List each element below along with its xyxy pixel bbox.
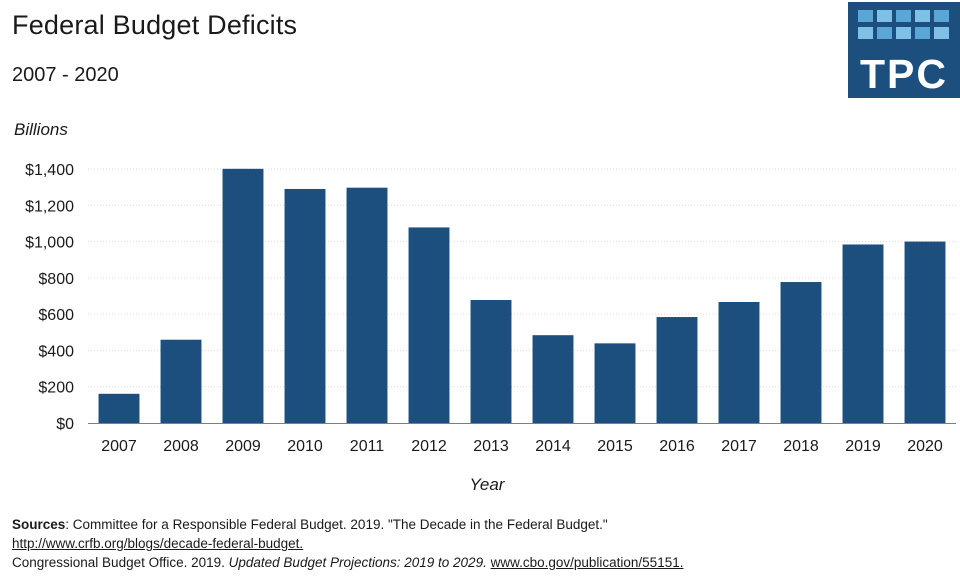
x-tick-label: 2012: [411, 438, 447, 455]
logo-tile: [896, 27, 911, 39]
sources-cbo-text: Congressional Budget Office. 2019.: [12, 555, 229, 570]
cbo-link[interactable]: www.cbo.gov/publication/55151.: [490, 555, 684, 570]
bar-2017: [718, 301, 760, 423]
x-tick-label: 2009: [225, 438, 261, 455]
logo-text: TPC: [860, 51, 948, 97]
bar-2010: [284, 188, 326, 423]
tpc-logo: TPC: [848, 2, 960, 98]
bar-2019: [842, 244, 884, 423]
logo-tile: [934, 10, 949, 22]
bar-2016: [656, 317, 698, 423]
bar-2014: [532, 335, 574, 423]
y-tick-label: $0: [56, 416, 74, 433]
x-tick-label: 2015: [597, 438, 633, 455]
y-tick-label: $200: [38, 380, 74, 397]
y-tick-label: $1,000: [25, 235, 74, 252]
y-tick-label: $1,200: [25, 198, 74, 215]
bar-2007: [98, 393, 140, 423]
logo-tile: [858, 27, 873, 39]
bar-2009: [222, 168, 264, 423]
chart-title: Federal Budget Deficits: [12, 10, 298, 40]
bar-2012: [408, 227, 450, 423]
sources-line-3: Congressional Budget Office. 2019. Updat…: [12, 553, 683, 572]
x-tick-label: 2017: [721, 438, 757, 455]
x-tick-label: 2018: [783, 438, 819, 455]
bar-2020: [904, 241, 946, 423]
x-tick-label: 2008: [163, 438, 199, 455]
x-tick-label: 2013: [473, 438, 509, 455]
logo-tile: [915, 10, 930, 22]
y-axis-label: Billions: [14, 120, 68, 139]
bar-2011: [346, 187, 388, 423]
chart-subtitle: 2007 - 2020: [12, 64, 119, 86]
sources-crfb-text: : Committee for a Responsible Federal Bu…: [65, 517, 608, 532]
logo-tile: [896, 10, 911, 22]
logo-tile: [877, 27, 892, 39]
x-tick-label: 2007: [101, 438, 137, 455]
x-tick-label: 2010: [287, 438, 323, 455]
sources-label: Sources: [12, 517, 66, 532]
sources-note: Sources: Committee for a Responsible Fed…: [12, 515, 683, 572]
logo-tile: [915, 27, 930, 39]
x-tick-label: 2020: [907, 438, 943, 455]
x-tick-label: 2016: [659, 438, 695, 455]
bar-2013: [470, 299, 512, 423]
y-tick-labels: $0 $200 $400 $600 $800 $1,000 $1,200 $1,400: [25, 162, 74, 433]
sources-line-1: Sources: Committee for a Responsible Fed…: [12, 515, 683, 534]
x-tick-label: 2014: [535, 438, 571, 455]
y-tick-label: $800: [38, 271, 74, 288]
logo-tile: [934, 27, 949, 39]
bar-2008: [160, 339, 202, 423]
crfb-link[interactable]: http://www.crfb.org/blogs/decade-federal…: [12, 536, 304, 551]
bars: [98, 168, 946, 423]
y-tick-label: $600: [38, 307, 74, 324]
bar-2018: [780, 282, 822, 423]
x-tick-label: 2011: [350, 438, 385, 455]
logo-tile: [877, 10, 892, 22]
x-tick-labels: 2007 2008 2009 2010 2011 2012 2013 2014 2015 2016…: [101, 438, 943, 455]
y-tick-label: $1,400: [25, 162, 74, 179]
cbo-report-title: Updated Budget Projections: 2019 to 2029…: [228, 555, 487, 570]
x-axis-label: Year: [469, 475, 505, 494]
logo-tile: [858, 10, 873, 22]
gridlines: [88, 168, 956, 388]
bar-2015: [594, 343, 636, 423]
x-tick-label: 2019: [845, 438, 881, 455]
y-tick-label: $400: [38, 343, 74, 360]
